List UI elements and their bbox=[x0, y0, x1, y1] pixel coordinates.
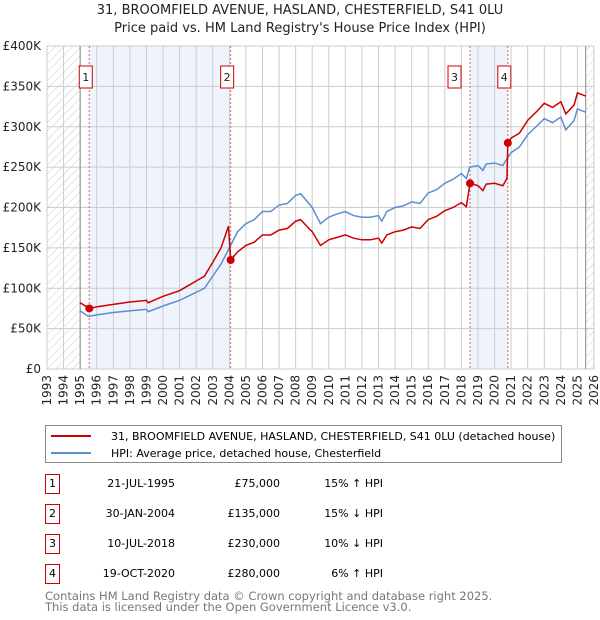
x-tick-label: 2015 bbox=[405, 375, 419, 406]
y-tick-label: £150K bbox=[3, 241, 43, 255]
legend-label: HPI: Average price, detached house, Ches… bbox=[111, 446, 382, 460]
y-tick-label: £0 bbox=[26, 362, 41, 376]
sale-number-badge: 2 bbox=[45, 504, 60, 524]
blue-line-swatch bbox=[51, 452, 91, 454]
sale-label: 4 bbox=[501, 71, 508, 84]
sale-date: 19-OCT-2020 bbox=[102, 567, 175, 580]
sale-price: £75,000 bbox=[234, 477, 281, 490]
x-tick-label: 2008 bbox=[289, 375, 303, 406]
x-tick-label: 2005 bbox=[239, 375, 253, 406]
x-tick-label: 2023 bbox=[537, 375, 551, 406]
sale-number-badge: 3 bbox=[45, 534, 60, 554]
y-tick-label: £200K bbox=[3, 201, 43, 215]
x-tick-label: 1998 bbox=[123, 375, 137, 406]
y-tick-label: £100K bbox=[3, 281, 43, 295]
sale-date: 10-JUL-2018 bbox=[107, 537, 175, 550]
x-tick-label: 1997 bbox=[106, 375, 120, 406]
sale-label-box bbox=[447, 65, 462, 89]
x-tick-label: 2011 bbox=[338, 375, 352, 406]
x-tick-label: 1995 bbox=[73, 375, 87, 406]
x-tick-label: 2021 bbox=[504, 375, 518, 406]
y-tick-label: £400K bbox=[3, 39, 43, 53]
legend-label: 31, BROOMFIELD AVENUE, HASLAND, CHESTERF… bbox=[111, 429, 556, 443]
x-tick-label: 1994 bbox=[57, 375, 71, 406]
sale-hpi-diff: 10% ↓ HPI bbox=[324, 537, 383, 550]
x-tick-label: 1993 bbox=[40, 375, 54, 406]
x-tick-label: 2010 bbox=[322, 375, 336, 406]
y-tick-label: £50K bbox=[10, 322, 42, 336]
sale-hpi-diff: 15% ↑ HPI bbox=[324, 477, 383, 490]
sale-number-badge: 1 bbox=[45, 474, 60, 494]
sale-label: 2 bbox=[224, 71, 231, 84]
hpi-line bbox=[79, 107, 586, 318]
x-tick-label: 2000 bbox=[156, 375, 170, 406]
x-tick-label: 2018 bbox=[454, 375, 468, 406]
x-tick-label: 2009 bbox=[305, 375, 319, 406]
x-tick-label: 1999 bbox=[139, 375, 153, 406]
y-tick-label: £300K bbox=[3, 120, 43, 134]
price-chart: 1993 1994 1995 1996 1997 1998 1999 2000 2001 2002… bbox=[3, 39, 600, 406]
sale-row: 1 21-JUL-1995 £75,000 15% ↑ HPI bbox=[45, 474, 465, 494]
sale-price: £135,000 bbox=[227, 507, 281, 520]
sale-point bbox=[466, 179, 475, 188]
legend-item-hpi: HPI: Average price, detached house, Ches… bbox=[46, 445, 381, 461]
x-tick-label: 2013 bbox=[372, 375, 386, 406]
x-tick-label: 2014 bbox=[388, 375, 402, 406]
sale-point bbox=[226, 255, 235, 264]
x-tick-label: 2004 bbox=[222, 375, 236, 406]
x-tick-label: 2019 bbox=[471, 375, 485, 406]
x-tick-label: 1996 bbox=[90, 375, 104, 406]
sale-hpi-diff: 6% ↑ HPI bbox=[331, 567, 383, 580]
sale-point bbox=[85, 304, 94, 313]
footer-licence: This data is licensed under the Open Gov… bbox=[45, 600, 412, 614]
x-tick-label: 2003 bbox=[206, 375, 220, 406]
x-tick-label: 2017 bbox=[438, 375, 452, 406]
plot-border bbox=[46, 45, 595, 370]
x-tick-label: 2001 bbox=[173, 375, 187, 406]
legend-item-property: 31, BROOMFIELD AVENUE, HASLAND, CHESTERF… bbox=[46, 428, 555, 444]
x-tick-label: 2007 bbox=[272, 375, 286, 406]
red-line-swatch bbox=[51, 435, 91, 437]
sale-label-box bbox=[497, 65, 512, 89]
y-tick-label: £350K bbox=[3, 79, 43, 93]
sale-date: 21-JUL-1995 bbox=[107, 477, 175, 490]
sale-row: 2 30-JAN-2004 £135,000 15% ↓ HPI bbox=[45, 504, 465, 524]
sale-label: 3 bbox=[451, 71, 458, 84]
x-tick-label: 2002 bbox=[189, 375, 203, 406]
x-tick-label: 2020 bbox=[488, 375, 502, 406]
sale-price: £230,000 bbox=[227, 537, 281, 550]
chart-title: 31, BROOMFIELD AVENUE, HASLAND, CHESTERF… bbox=[96, 3, 504, 18]
x-tick-label: 2012 bbox=[355, 375, 369, 406]
x-tick-label: 2016 bbox=[421, 375, 435, 406]
y-tick-label: £250K bbox=[3, 160, 43, 174]
chart-subtitle: Price paid vs. HM Land Registry's House … bbox=[114, 21, 486, 36]
x-tick-label: 2024 bbox=[554, 375, 568, 406]
sale-row: 3 10-JUL-2018 £230,000 10% ↓ HPI bbox=[45, 534, 465, 554]
sale-label: 1 bbox=[82, 71, 89, 84]
sale-number-badge: 4 bbox=[45, 564, 60, 584]
sale-label-box bbox=[220, 65, 235, 89]
sale-row: 4 19-OCT-2020 £280,000 6% ↑ HPI bbox=[45, 564, 465, 584]
x-tick-label: 2026 bbox=[587, 375, 600, 406]
sale-point bbox=[503, 138, 512, 147]
sale-date: 30-JAN-2004 bbox=[105, 507, 175, 520]
legend: 31, BROOMFIELD AVENUE, HASLAND, CHESTERF… bbox=[45, 425, 562, 463]
sale-label-box bbox=[78, 65, 93, 89]
sale-price: £280,000 bbox=[227, 567, 281, 580]
x-tick-label: 2006 bbox=[255, 375, 269, 406]
footer-copyright: Contains HM Land Registry data © Crown c… bbox=[45, 589, 493, 603]
x-tick-label: 2025 bbox=[570, 375, 584, 406]
x-tick-label: 2022 bbox=[521, 375, 535, 406]
sale-hpi-diff: 15% ↓ HPI bbox=[324, 507, 383, 520]
